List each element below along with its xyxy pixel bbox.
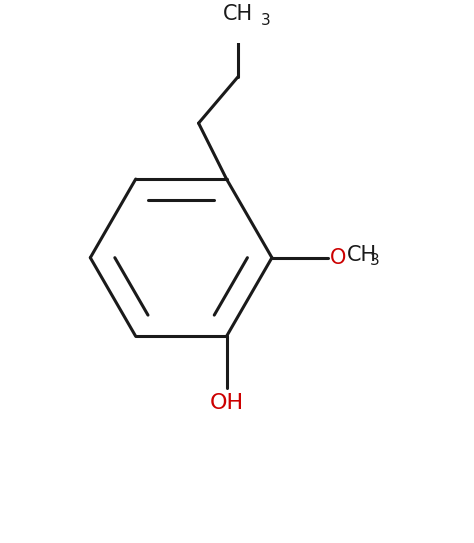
Text: 3: 3: [261, 12, 270, 28]
Text: 3: 3: [370, 254, 380, 268]
Text: CH: CH: [347, 245, 377, 266]
Text: OH: OH: [210, 393, 244, 413]
Text: CH: CH: [223, 4, 253, 24]
Text: O: O: [330, 248, 346, 268]
